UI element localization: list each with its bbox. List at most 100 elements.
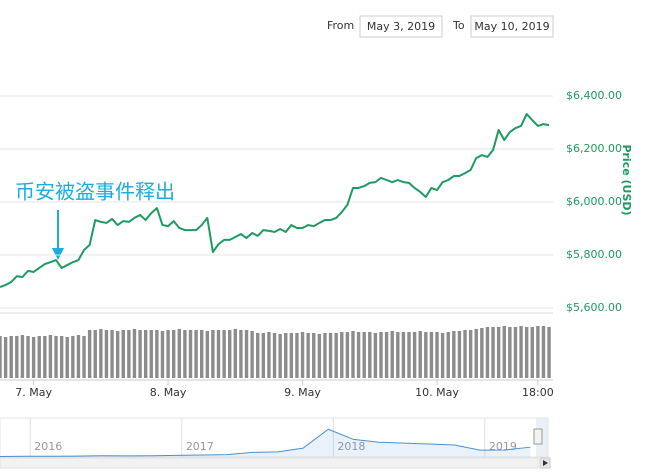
volume-bar: [3, 337, 8, 378]
volume-bar: [43, 336, 47, 378]
volume-bar: [508, 327, 512, 378]
volume-bar: [228, 330, 232, 378]
volume-bar: [87, 330, 92, 378]
price-line: [0, 113, 550, 288]
volume-bar: [138, 330, 142, 378]
volume-bar: [351, 331, 355, 378]
volume-bar: [115, 331, 120, 378]
volume-bar: [356, 332, 361, 378]
volume-bar: [250, 331, 254, 378]
volume-bar: [177, 329, 181, 378]
navigator-handle[interactable]: [533, 428, 543, 445]
volume-bar: [99, 329, 103, 378]
volume-bar: [289, 333, 294, 378]
volume-bar: [59, 336, 64, 378]
area-fill: [0, 429, 531, 457]
volume-bar: [110, 330, 114, 378]
volume-bar: [121, 330, 125, 378]
volume-bar: [312, 333, 316, 378]
volume-bar: [244, 330, 249, 378]
volume-bar: [418, 331, 422, 378]
volume-bar: [513, 327, 518, 378]
volume-bar: [284, 333, 288, 378]
volume-bar: [300, 332, 305, 378]
volume-bar: [362, 332, 366, 378]
from-value[interactable]: May 3, 2019: [367, 20, 435, 33]
to-input[interactable]: [470, 15, 554, 38]
x-tick-label: 7. May: [15, 386, 52, 399]
x-tick-label: 10. May: [415, 386, 459, 399]
volume-bar: [390, 331, 394, 378]
volume-bar: [239, 330, 243, 378]
scrollbar-track[interactable]: [0, 457, 539, 469]
volume-bar: [171, 330, 176, 378]
volume-bar: [340, 332, 344, 378]
volume-bar: [222, 330, 226, 378]
volume-bar: [491, 327, 495, 378]
volume-bar: [188, 330, 193, 378]
volume-bar: [502, 326, 506, 378]
volume-bar: [278, 334, 282, 378]
volume-bar: [429, 332, 434, 378]
volume-bar: [446, 332, 450, 378]
volume-bar: [93, 330, 97, 378]
volume-bar: [323, 333, 327, 378]
volume-bar: [211, 330, 215, 378]
y-axis-title: Price (USD): [620, 144, 633, 215]
volume-bar: [0, 336, 2, 378]
volume-bar: [256, 333, 260, 378]
volume-bar: [37, 336, 41, 378]
volume-bar: [384, 332, 389, 378]
volume-bar: [20, 335, 25, 378]
volume-bar: [267, 332, 271, 378]
volume-bar: [65, 337, 69, 378]
volume-bar: [530, 327, 534, 378]
y-tick-label: $6,000.00: [566, 195, 622, 208]
volume-bar: [82, 336, 86, 378]
volume-bar: [452, 331, 456, 378]
to-value[interactable]: May 10, 2019: [474, 20, 549, 33]
volume-bar: [401, 332, 406, 378]
volume-bar: [48, 335, 53, 378]
volume-bar: [31, 337, 36, 378]
volume-bar: [71, 336, 75, 378]
volume-bar: [26, 336, 30, 378]
x-tick-label: 8. May: [150, 386, 187, 399]
volume-bar: [261, 333, 266, 378]
volume-bar: [412, 332, 417, 378]
volume-bar: [127, 330, 131, 378]
volume-bar: [317, 334, 322, 378]
volume-bar: [480, 328, 484, 378]
y-tick-label: $5,600.00: [566, 301, 622, 314]
volume-bar: [407, 332, 411, 378]
y-tick-label: $5,800.00: [566, 248, 622, 261]
to-label: To: [452, 19, 465, 32]
volume-bar: [334, 333, 338, 378]
volume-bar: [345, 332, 350, 378]
x-tick-label: 2017: [186, 440, 214, 453]
volume-bar: [205, 331, 210, 378]
volume-bar: [328, 333, 333, 378]
volume-bar: [194, 330, 198, 378]
volume-bar: [368, 332, 372, 378]
volume-bar: [524, 327, 529, 378]
volume-bar: [396, 332, 400, 378]
overview-line: [0, 428, 531, 457]
volume-bar: [272, 333, 277, 378]
volume-bar: [457, 331, 462, 378]
volume-bar: [54, 336, 58, 378]
volume-bar: [440, 333, 445, 378]
volume-bar: [485, 327, 490, 378]
volume-bar: [132, 329, 137, 378]
volume-bar: [233, 329, 238, 378]
volume-bar: [373, 333, 378, 378]
from-input[interactable]: [359, 15, 443, 38]
volume-bar: [536, 326, 540, 378]
volume-bar: [547, 327, 551, 378]
volume-bar: [160, 331, 165, 378]
scrollbar-arrow: [543, 460, 548, 466]
x-tick-label: 9. May: [284, 386, 321, 399]
volume-bar: [295, 333, 299, 378]
